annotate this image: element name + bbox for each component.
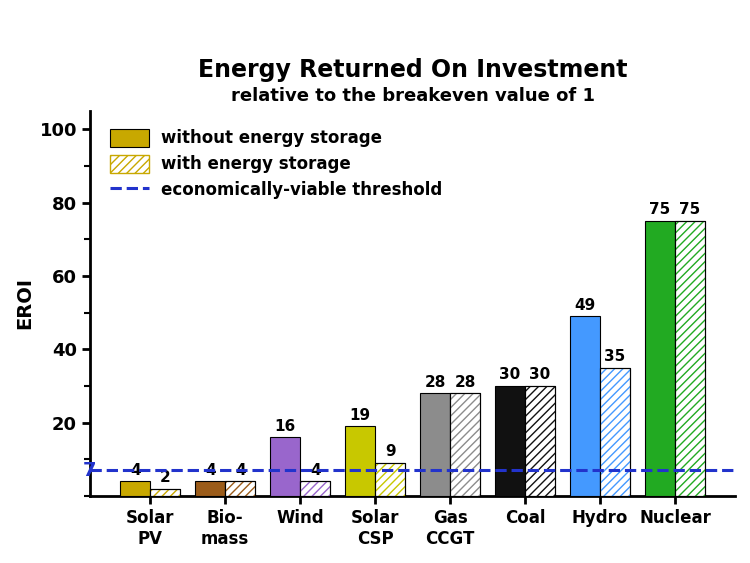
- Bar: [225, 481, 255, 496]
- Text: 75: 75: [650, 202, 670, 217]
- Bar: [120, 481, 150, 496]
- Bar: [375, 463, 405, 496]
- Bar: [300, 481, 330, 496]
- Y-axis label: EROI: EROI: [15, 278, 34, 329]
- Bar: [150, 489, 180, 496]
- Bar: [675, 221, 705, 496]
- Bar: [195, 481, 225, 496]
- Text: 30: 30: [500, 367, 520, 382]
- Bar: [225, 481, 255, 496]
- Bar: [150, 489, 180, 496]
- Bar: [420, 394, 450, 496]
- Text: 4: 4: [235, 463, 245, 477]
- Text: 7: 7: [82, 461, 96, 480]
- Bar: [300, 481, 330, 496]
- Bar: [345, 426, 375, 496]
- Text: 4: 4: [310, 463, 320, 477]
- Bar: [600, 368, 630, 496]
- Bar: [375, 463, 405, 496]
- Bar: [270, 437, 300, 496]
- Bar: [300, 481, 330, 496]
- Bar: [375, 463, 405, 496]
- Text: 75: 75: [680, 202, 700, 217]
- Bar: [570, 316, 600, 496]
- Bar: [600, 368, 630, 496]
- Bar: [525, 386, 555, 496]
- Bar: [450, 394, 480, 496]
- Text: 49: 49: [574, 298, 596, 312]
- Text: 9: 9: [385, 444, 395, 459]
- Bar: [675, 221, 705, 496]
- Bar: [495, 386, 525, 496]
- Text: 2: 2: [160, 470, 170, 485]
- Bar: [675, 221, 705, 496]
- Text: relative to the breakeven value of 1: relative to the breakeven value of 1: [231, 87, 595, 105]
- Legend: without energy storage, with energy storage, economically-viable threshold: without energy storage, with energy stor…: [104, 122, 448, 206]
- Bar: [525, 386, 555, 496]
- Text: 30: 30: [530, 367, 550, 382]
- Text: 35: 35: [604, 349, 625, 364]
- Text: 19: 19: [350, 408, 370, 423]
- Text: 4: 4: [205, 463, 215, 477]
- Text: Energy Returned On Investment: Energy Returned On Investment: [198, 58, 627, 82]
- Bar: [600, 368, 630, 496]
- Bar: [525, 386, 555, 496]
- Text: 28: 28: [454, 374, 476, 390]
- Bar: [450, 394, 480, 496]
- Text: 28: 28: [424, 374, 445, 390]
- Bar: [150, 489, 180, 496]
- Text: 16: 16: [274, 419, 296, 434]
- Bar: [645, 221, 675, 496]
- Text: 4: 4: [130, 463, 140, 477]
- Bar: [450, 394, 480, 496]
- Bar: [225, 481, 255, 496]
